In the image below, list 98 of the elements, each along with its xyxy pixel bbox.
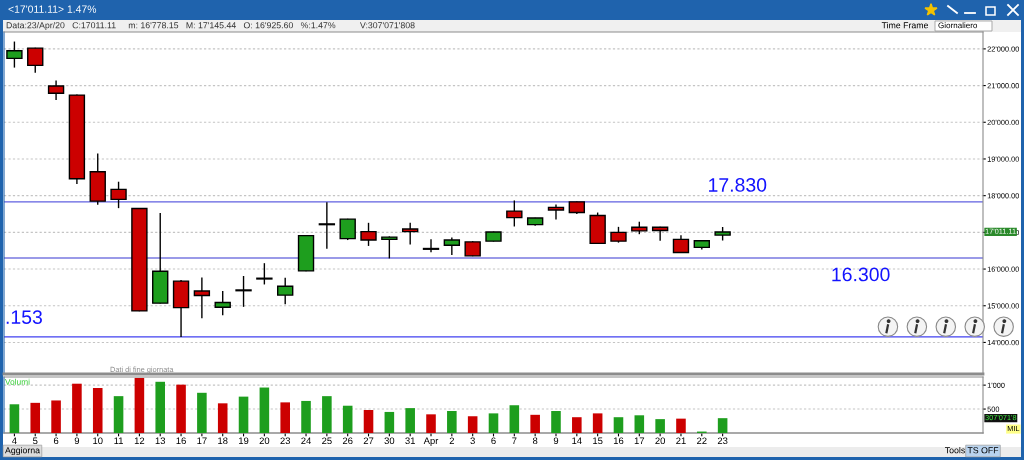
x-tick-label: 24 [301,437,312,445]
x-tick-label: 22 [697,437,707,445]
annotation: 16.300 [832,267,890,282]
x-tick-label: 16 [613,437,624,445]
text: Aggiorna [5,446,41,456]
bar [322,396,332,433]
candlestick [256,262,273,286]
x-tick-label: 6 [53,437,59,445]
x-tick-label: 14 [572,437,582,445]
candlestick [422,238,440,253]
bar [155,381,166,433]
x-tick-label: 15 [593,437,603,445]
candlestick [401,222,419,246]
x-tick-label: 9 [553,437,559,445]
bar [197,392,207,433]
bar [655,419,665,433]
x-tick-label: 3 [470,437,475,445]
x-tick-label: 17 [634,437,645,445]
bar [405,408,415,433]
bar [613,417,624,433]
text: Giornaliero [938,22,978,29]
x-tick-label: 20 [259,437,270,445]
x-tick-label: 25 [322,437,332,445]
candlestick [318,201,336,250]
bar [551,410,561,433]
candlestick [360,222,377,247]
bar [717,418,728,433]
text: Time Frame [881,21,929,29]
x-tick-label: 27 [363,437,374,445]
x-tick-label: 26 [342,437,353,445]
x-tick-label: 11 [114,437,124,445]
x-tick-label: 10 [93,437,103,445]
text: TS OFF [967,447,999,454]
bar [342,405,353,433]
x-tick-label: 23 [280,437,291,445]
bar [488,413,499,433]
x-tick-label: 13 [155,437,166,445]
candlestick [506,199,523,228]
chart-title: <17'011.11> 1.47% [8,5,97,13]
candlestick [6,40,23,69]
text: Tools [944,446,965,454]
x-tick-label: Apr [423,437,439,446]
bar [113,396,124,433]
bar [134,377,145,433]
bar [384,411,395,433]
candlestick [193,276,211,319]
bar [592,413,603,433]
candlestick [381,235,398,260]
x-tick-label: 19 [239,437,249,445]
x-tick-label: 6 [491,437,496,445]
bar [30,402,41,433]
x-tick-label: 2 [449,437,454,445]
bar [72,383,82,433]
x-tick-label: 16 [176,437,186,445]
bar [217,403,228,433]
bar [238,396,249,433]
bar [530,414,540,433]
bar [176,384,186,433]
x-tick-label: 30 [384,437,395,445]
bar [467,416,478,433]
x-tick-label: 5 [33,437,38,445]
bar [676,418,686,433]
x-tick-label: 23 [717,437,728,445]
candlestick [277,277,294,305]
x-tick-label: 7 [512,437,517,445]
x-tick-label: 4 [12,437,17,445]
candlestick [443,236,461,256]
candlestick [235,275,252,308]
candlestick [27,47,44,74]
candlestick [547,203,565,221]
annotation: .153 [6,310,42,324]
bar [509,405,520,433]
chart-title: Volumi [5,378,30,385]
candlestick [47,79,65,101]
candlestick [214,290,231,316]
bar [634,415,645,433]
x-tick-label: 9 [74,437,80,445]
x-tick-label: 18 [218,437,228,445]
x-tick-label: 17 [197,437,207,445]
x-tick-label: 20 [655,437,666,445]
bar [301,400,311,433]
annotation: 17.830 [709,178,767,192]
bar [259,387,270,433]
bar [280,402,290,433]
bar [92,388,103,433]
bar [426,414,436,433]
x-tick-label: 8 [532,437,538,445]
x-tick-label: 31 [405,437,415,445]
candlestick [110,181,127,209]
x-tick-label: 12 [134,437,145,445]
candlestick [339,218,356,241]
x-tick-label: 21 [676,437,686,445]
bar [9,404,20,433]
bar [51,400,61,433]
bar [363,410,374,433]
bar [572,417,582,433]
chart-subtitle: Data:23/Apr/20 C:17011.11 m: 16'778.15 M: 17'145.44 O: 16'925.60 %:1.47% V:307'071'808 [6,21,415,31]
bar [447,410,457,433]
